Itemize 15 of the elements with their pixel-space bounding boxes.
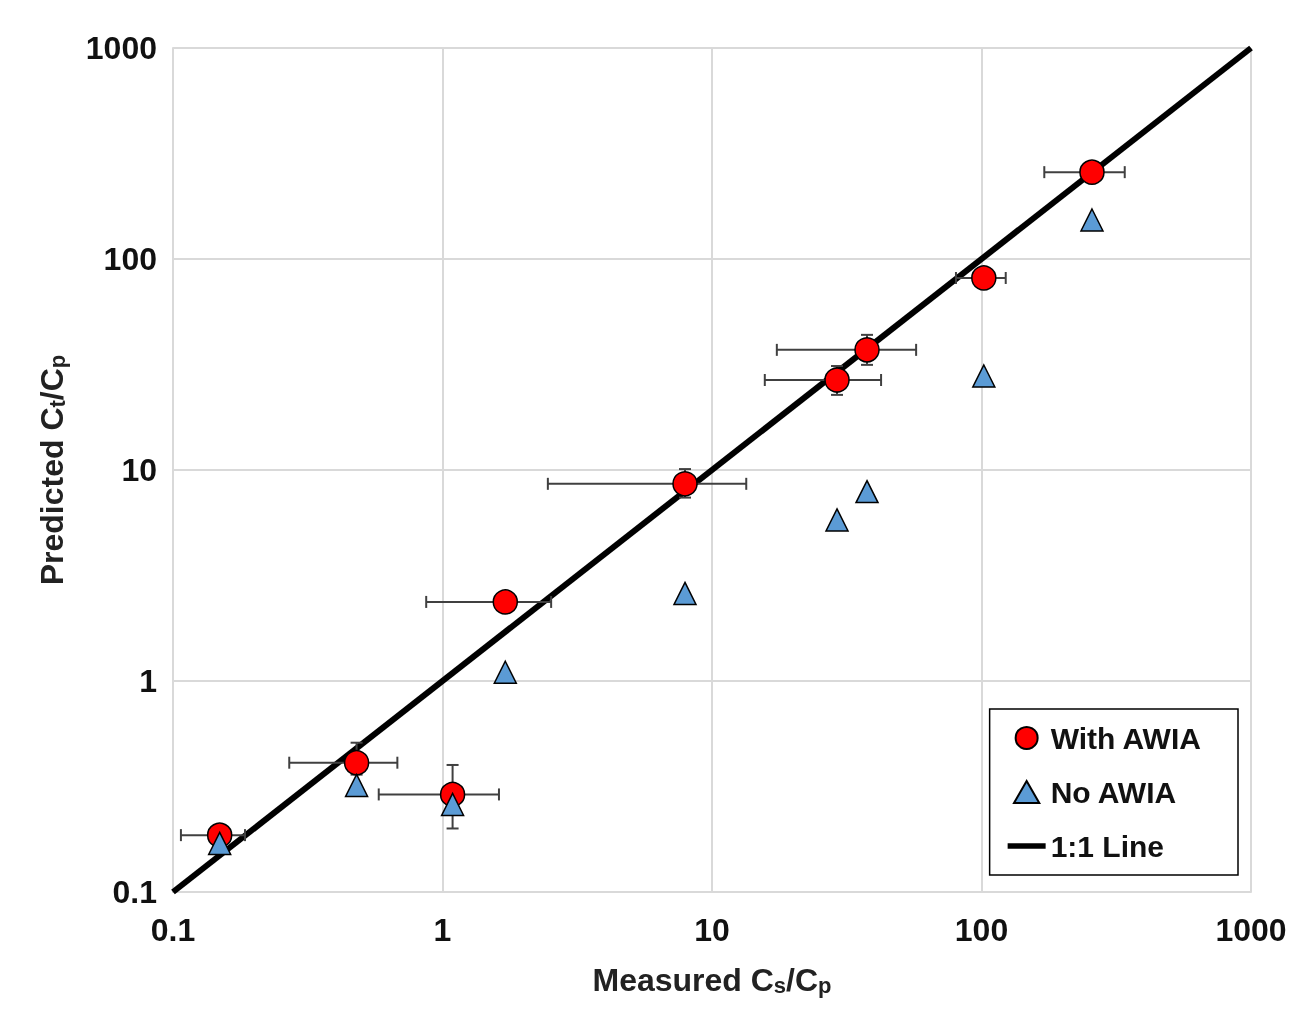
y-tick-label: 0.1 (112, 874, 157, 910)
legend-label: 1:1 Line (1050, 829, 1165, 863)
legend-label: With AWIA (1050, 721, 1201, 755)
x-tick-label: 100 (954, 912, 1009, 948)
x-tick-label: 1 (433, 912, 452, 948)
x-axis-title: Measured Cs/Cp (592, 962, 832, 998)
legend-label: No AWIA (1050, 775, 1177, 809)
x-tick-label: 10 (694, 912, 730, 948)
y-tick-label: 10 (121, 452, 157, 488)
y-tick-label: 1 (139, 663, 157, 699)
x-tick-label: 1000 (1215, 912, 1287, 948)
x-tick-label: 0.1 (150, 912, 196, 948)
y-tick-label: 1000 (85, 30, 157, 66)
y-tick-label: 100 (103, 241, 157, 277)
y-axis-title: Predicted Ct/Cp (34, 354, 70, 586)
